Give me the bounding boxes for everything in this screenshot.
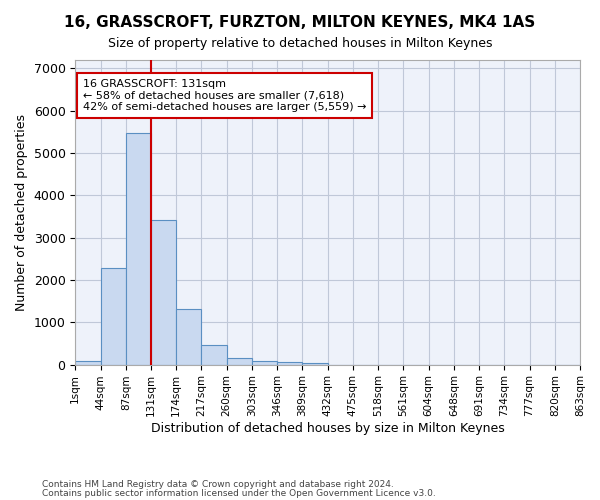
Bar	[151, 220, 176, 364]
Bar	[126, 133, 151, 364]
Text: Contains HM Land Registry data © Crown copyright and database right 2024.: Contains HM Land Registry data © Crown c…	[42, 480, 394, 489]
Bar	[227, 358, 252, 364]
Text: 16, GRASSCROFT, FURZTON, MILTON KEYNES, MK4 1AS: 16, GRASSCROFT, FURZTON, MILTON KEYNES, …	[64, 15, 536, 30]
Text: 16 GRASSCROFT: 131sqm
← 58% of detached houses are smaller (7,618)
42% of semi-d: 16 GRASSCROFT: 131sqm ← 58% of detached …	[83, 79, 367, 112]
Text: Size of property relative to detached houses in Milton Keynes: Size of property relative to detached ho…	[108, 38, 492, 51]
Bar	[202, 345, 227, 364]
Y-axis label: Number of detached properties: Number of detached properties	[15, 114, 28, 311]
Bar	[252, 361, 277, 364]
Bar	[277, 362, 302, 364]
Bar	[101, 268, 126, 364]
Bar	[75, 361, 101, 364]
Bar	[302, 363, 328, 364]
Bar	[176, 309, 202, 364]
X-axis label: Distribution of detached houses by size in Milton Keynes: Distribution of detached houses by size …	[151, 422, 505, 435]
Text: Contains public sector information licensed under the Open Government Licence v3: Contains public sector information licen…	[42, 488, 436, 498]
